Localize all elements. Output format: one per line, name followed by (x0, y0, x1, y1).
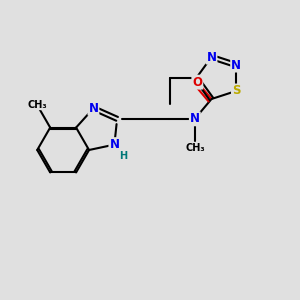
Text: O: O (192, 76, 202, 88)
Text: CH₃: CH₃ (27, 100, 47, 110)
Text: N: N (110, 138, 119, 151)
Text: H: H (119, 151, 127, 161)
Text: N: N (231, 58, 241, 72)
Text: S: S (232, 85, 240, 98)
Text: CH₃: CH₃ (185, 143, 205, 153)
Text: N: N (88, 102, 98, 115)
Text: N: N (190, 112, 200, 125)
Text: N: N (206, 51, 217, 64)
